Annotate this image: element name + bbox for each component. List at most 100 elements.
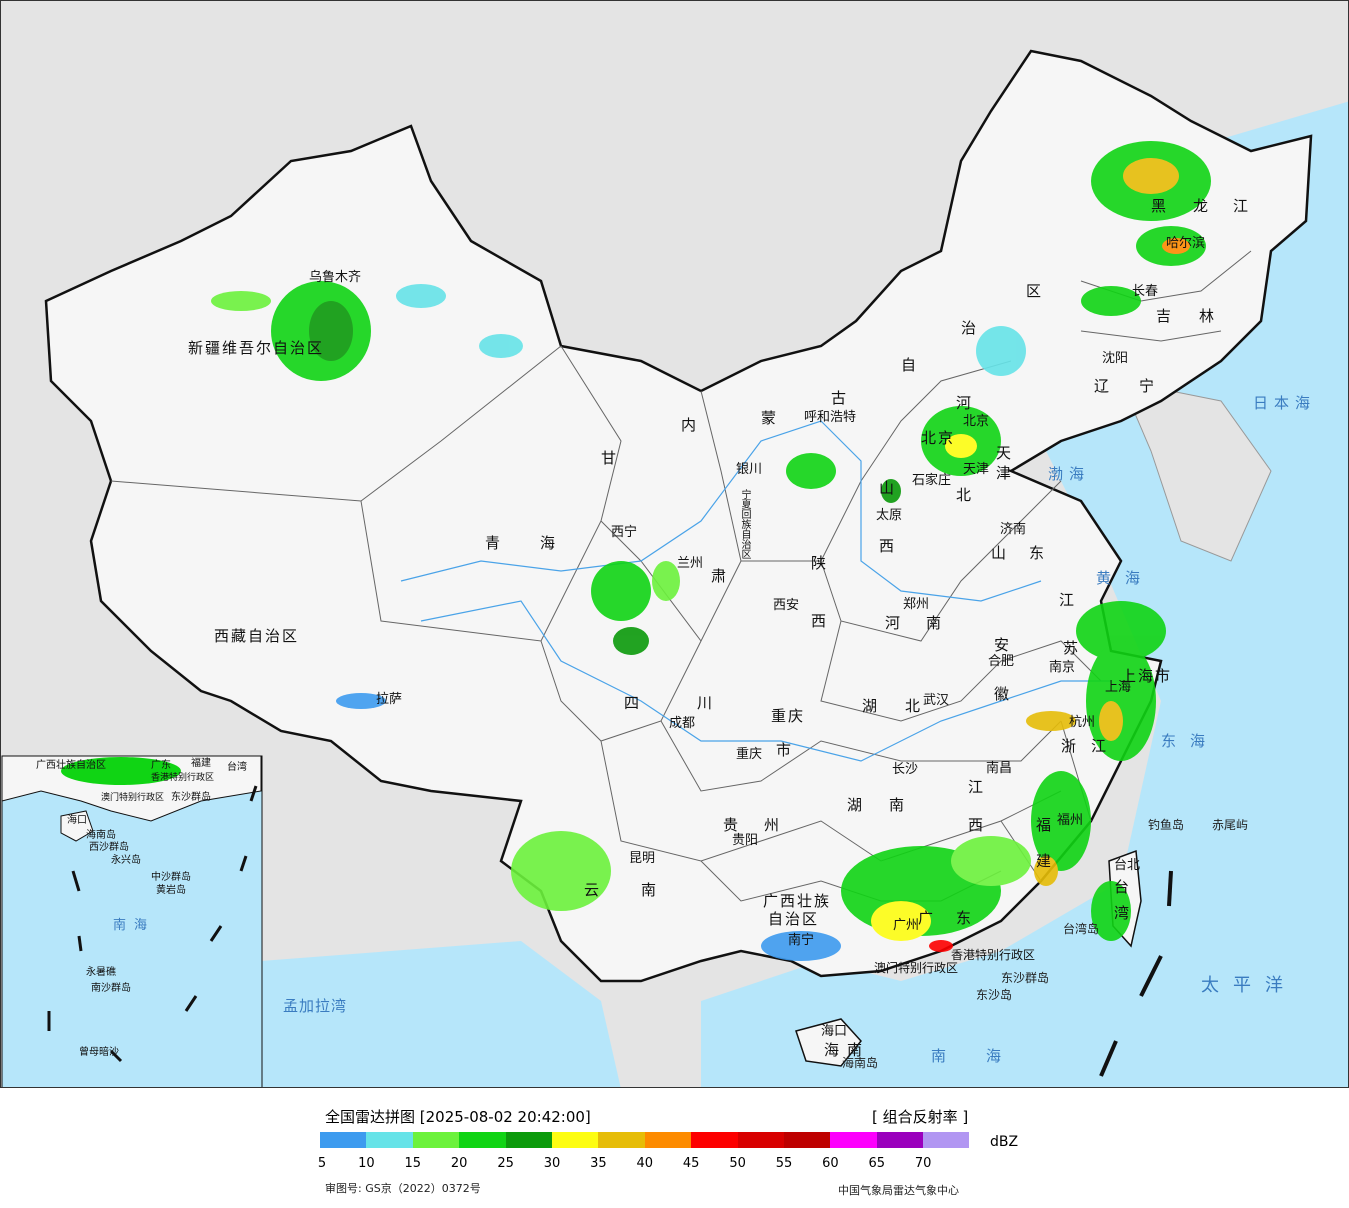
city-changchun: 长春: [1132, 284, 1159, 299]
scale-tick: 70: [914, 1156, 932, 1171]
label-liao: 辽: [1094, 377, 1112, 395]
label-he-hb: 河: [956, 394, 974, 412]
label-zi: 自: [901, 356, 919, 374]
label-bei-hb: 北: [956, 486, 974, 504]
label-tian: 天: [996, 444, 1014, 462]
label-jiang-zj: 江: [1091, 737, 1109, 755]
label-long: 龙: [1193, 197, 1211, 215]
city-taipei: 台北: [1114, 858, 1141, 873]
label-guangxi-zzq: 自治区: [768, 910, 820, 928]
label-yun: 云: [584, 881, 602, 899]
label-an: 安: [994, 636, 1012, 654]
label-tai: 台: [1114, 878, 1132, 896]
city-shijiazhuang: 石家庄: [912, 473, 952, 488]
scale-tick: 20: [450, 1156, 468, 1171]
city-nanchang: 南昌: [986, 761, 1013, 776]
city-chongqing: 重庆: [736, 747, 763, 762]
label-chongqing-prov: 重庆: [771, 707, 806, 725]
sea-japan: 日本海: [1253, 394, 1317, 412]
city-yinchuan: 银川: [736, 462, 763, 477]
scale-tick: 40: [636, 1156, 654, 1171]
scale-swatch: [783, 1132, 831, 1148]
rivers: [400, 420, 1111, 762]
scale-swatch: [412, 1132, 460, 1148]
label-xi-sx: 西: [879, 537, 897, 555]
scale-tick: 60: [822, 1156, 839, 1171]
radar-map: 新疆维吾尔自治区 西藏自治区 青海 甘 肃 内 蒙 古 自 治 区 黑 龙 江 …: [0, 0, 1349, 1088]
label-zhi: 治: [961, 319, 979, 337]
label-shan-sd: 山: [991, 544, 1009, 562]
inset-map: [1, 755, 263, 1087]
map-canvas: [1, 49, 1348, 1087]
label-xinjiang: 新疆维吾尔自治区: [188, 339, 325, 357]
map-title: 全国雷达拼图 [2025-08-02 20:42:00]: [325, 1108, 591, 1126]
bay-of-bengal: [261, 941, 621, 1087]
korea-japan-land: [1120, 380, 1272, 562]
label-jian: 建: [1036, 852, 1054, 870]
label-su: 肃: [711, 567, 729, 585]
inset-haikou: 海口: [67, 815, 87, 826]
city-jinan: 济南: [1000, 522, 1027, 537]
label-gui: 贵: [723, 816, 741, 834]
label-nan-hn: 南: [889, 796, 907, 814]
inset-fujian: 福建: [191, 758, 211, 769]
inset-zhongsha: 中沙群岛: [151, 872, 191, 883]
label-ning-ln: 宁: [1139, 377, 1157, 395]
approval-number: 审图号: GS京（2022）0372号: [325, 1182, 481, 1195]
inset-taiwan: 台湾: [227, 762, 247, 773]
radar-echoes: [211, 141, 1211, 961]
scale-swatch: [830, 1132, 877, 1148]
inset-south-sea: 南海: [113, 918, 156, 933]
city-hefei: 合肥: [988, 654, 1015, 669]
city-urumqi: 乌鲁木齐: [309, 270, 362, 285]
city-hongkong: 香港特别行政区: [951, 948, 1036, 962]
label-hei: 黑: [1151, 197, 1169, 215]
label-shanghai-shi: 上海市: [1121, 667, 1173, 685]
inset-hongkong: 香港特别行政区: [151, 773, 215, 783]
scale-tick: 45: [682, 1156, 700, 1171]
label-nan-hen: 南: [926, 614, 944, 632]
label-nan-hai: 南: [847, 1041, 865, 1059]
scale-tick: 35: [590, 1156, 607, 1171]
scale-swatch: [505, 1132, 552, 1148]
scale-swatch: [737, 1132, 784, 1148]
sea-south: 南海: [931, 1047, 1042, 1065]
inset-nansha: 南沙群岛: [91, 983, 131, 994]
hainan: [795, 1018, 862, 1067]
sea-pacific: 太平洋: [1201, 975, 1297, 996]
inset-yongshu: 永暑礁: [86, 967, 116, 978]
label-nan-yn: 南: [641, 881, 659, 899]
city-chengdu: 成都: [669, 716, 696, 731]
inset-guangxi: 广西壮族自治区: [36, 760, 106, 771]
scale-swatch: [876, 1132, 924, 1148]
label-jin: 津: [996, 464, 1014, 482]
sea-bohai: 渤海: [1048, 465, 1091, 483]
island-hainan: 海南岛: [842, 1056, 879, 1070]
sea-east: 东海: [1161, 732, 1220, 750]
island-dongsha: 东沙岛: [976, 988, 1013, 1002]
label-si: 四: [624, 694, 642, 712]
label-zhou: 州: [764, 816, 782, 834]
city-wuhan: 武汉: [923, 693, 950, 708]
inset-dongsha: 东沙群岛: [171, 792, 211, 803]
label-beijing-prov: 北京: [921, 429, 956, 447]
label-chongqing-shi: 市: [776, 741, 794, 759]
label-zhe: 浙: [1061, 737, 1079, 755]
label-qinghai: 青海: [485, 534, 596, 552]
inset-hainan: 海南岛: [86, 830, 116, 841]
city-nanning: 南宁: [788, 933, 815, 948]
label-chuan: 川: [697, 694, 715, 712]
label-he-hen: 河: [885, 614, 903, 632]
city-haikou: 海口: [821, 1024, 848, 1039]
label-hai: 海: [824, 1041, 842, 1059]
maritime-lines: [1099, 870, 1173, 1077]
city-lanzhou: 兰州: [677, 556, 704, 571]
scale-swatch: [923, 1132, 970, 1148]
island-diaoyu: 钓鱼岛: [1148, 818, 1185, 832]
island-taiwan: 台湾岛: [1063, 922, 1100, 936]
sea-yellow: 黄海: [1096, 569, 1155, 587]
scale-swatch: [320, 1132, 367, 1148]
city-hohhot: 呼和浩特: [804, 410, 857, 425]
city-shanghai: 上海: [1105, 680, 1132, 695]
scale-tick: 5: [317, 1156, 327, 1171]
